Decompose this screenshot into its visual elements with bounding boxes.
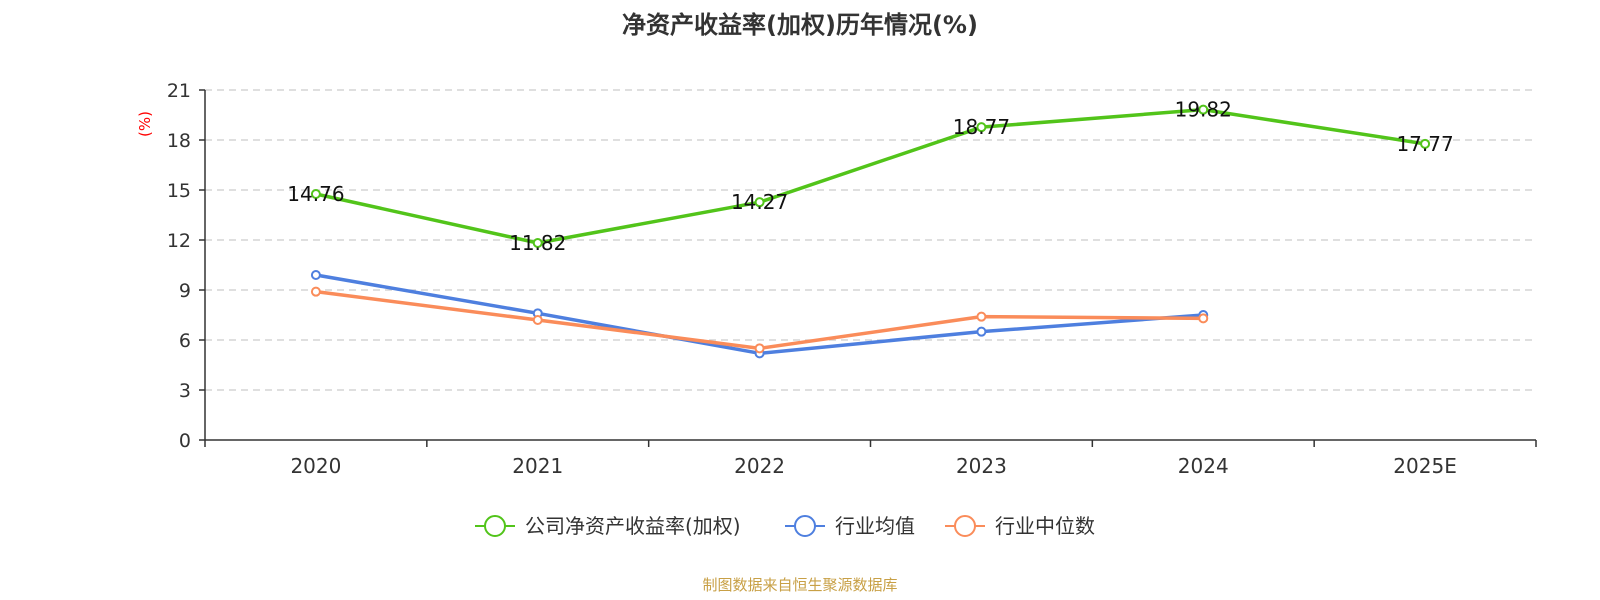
data-point-s2-2021[interactable] <box>532 315 543 325</box>
legend-item-2[interactable]: 行业中位数 <box>945 514 1095 538</box>
data-point-s2-2024[interactable] <box>1198 313 1209 324</box>
legend-label-1: 行业均值 <box>835 514 915 538</box>
data-label-2023: 18.77 <box>953 115 1010 139</box>
x-tick-label-2025E: 2025E <box>1393 454 1457 478</box>
y-tick-label-21: 21 <box>167 80 191 102</box>
data-point-s0-2024[interactable] <box>1198 104 1209 115</box>
legend-item-0[interactable]: 公司净资产收益率(加权) <box>475 514 741 538</box>
data-labels: 14.76 11.82 14.27 18.77 19.82 17.77 <box>287 98 1453 255</box>
y-tick-label-0: 0 <box>179 430 191 452</box>
data-point-s0-2025E[interactable] <box>1420 138 1431 149</box>
legend-item-1[interactable]: 行业均值 <box>785 514 915 538</box>
y-tick-label-9: 9 <box>179 280 191 302</box>
chart-title: 净资产收益率(加权)历年情况(%) <box>622 11 978 39</box>
data-label-2020: 14.76 <box>287 182 344 206</box>
legend-marker-icon <box>794 515 816 537</box>
data-point-s2-2020[interactable] <box>310 286 321 297</box>
data-point-s0-2021[interactable] <box>532 238 543 248</box>
y-axis-label: (%) <box>136 111 154 137</box>
series-line-0 <box>315 107 1426 245</box>
y-tick-label-18: 18 <box>167 130 191 152</box>
y-tick-label-12: 12 <box>167 230 191 252</box>
series-line-1 <box>315 273 1204 356</box>
gridlines <box>205 89 1536 391</box>
legend-label-2: 行业中位数 <box>995 514 1095 538</box>
data-point-s1-2020[interactable] <box>310 270 321 280</box>
data-label-2022: 14.27 <box>731 190 788 214</box>
data-point-s0-2023[interactable] <box>976 122 987 133</box>
legend-label-0: 公司净资产收益率(加权) <box>525 514 741 538</box>
series-group <box>310 104 1431 359</box>
x-tick-label-2024: 2024 <box>1178 454 1229 478</box>
legend-marker-icon <box>954 515 976 537</box>
x-tick-label-2020: 2020 <box>290 454 341 478</box>
x-tick-label-2021: 2021 <box>512 454 563 478</box>
data-label-2025E: 17.77 <box>1396 132 1453 156</box>
y-tick-label-15: 15 <box>167 180 191 202</box>
data-label-2024: 19.82 <box>1175 98 1232 122</box>
y-tick-label-6: 6 <box>179 330 191 352</box>
data-point-s2-2023[interactable] <box>976 311 987 322</box>
x-tick-label-2023: 2023 <box>956 454 1007 478</box>
data-point-s0-2022[interactable] <box>754 197 765 208</box>
data-label-2021: 11.82 <box>509 231 566 255</box>
y-tick-label-3: 3 <box>179 380 191 402</box>
data-point-s1-2023[interactable] <box>976 326 987 337</box>
axes: 0 3 6 9 12 15 18 21 2020 2021 2022 2023 2024 2025E <box>167 80 1537 478</box>
x-tick-label-2022: 2022 <box>734 454 785 478</box>
data-point-s2-2022[interactable] <box>754 343 765 354</box>
source-note: 制图数据来自恒生聚源数据库 <box>702 576 897 594</box>
legend[interactable]: 公司净资产收益率(加权) 行业均值 行业中位数 <box>475 514 1095 538</box>
legend-marker-icon <box>484 515 506 537</box>
data-point-s0-2020[interactable] <box>310 189 321 199</box>
